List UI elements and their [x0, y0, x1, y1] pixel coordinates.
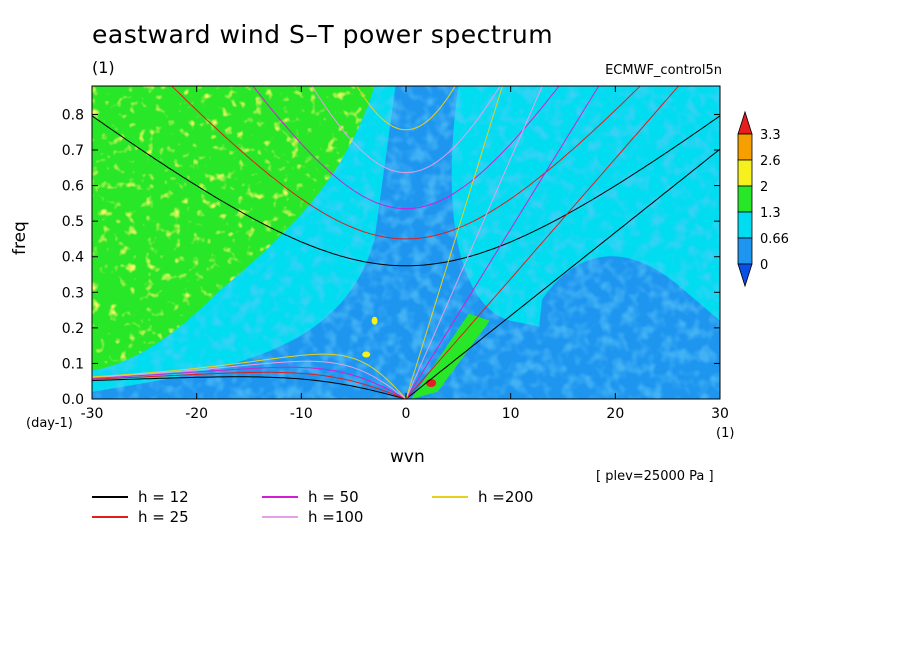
colorbar-label: 0.66 — [760, 232, 789, 247]
curve-kelvin-h50 — [405, 86, 600, 399]
legend-label: h =100 — [308, 508, 364, 526]
y-tick-label: 0.6 — [62, 179, 84, 195]
field-peak — [426, 378, 437, 387]
x-tick-label: -30 — [81, 406, 104, 422]
x-axis-label: wvn — [390, 447, 425, 467]
y-tick-label: 0.2 — [62, 321, 84, 337]
y-tick-label: 0.1 — [62, 356, 84, 372]
x-tick-label: 20 — [606, 406, 624, 422]
legend-swatch — [432, 496, 468, 498]
y-tick-label: 0.3 — [62, 285, 84, 301]
colorbar-label: 0 — [760, 258, 768, 273]
colorbar-max-arrow — [737, 110, 753, 135]
legend-label: h = 50 — [308, 488, 359, 506]
curve-ig-h200 — [356, 86, 456, 131]
field-kelvin-band — [411, 313, 490, 399]
y-tick-label: 0.4 — [62, 250, 84, 266]
chart-subtitle-unit: (1) — [92, 58, 115, 77]
colorbar-box — [737, 159, 753, 187]
y-tick-label: 0.8 — [62, 107, 84, 123]
colorbar-label: 3.3 — [760, 128, 781, 143]
x-tick-label: 30 — [711, 406, 729, 422]
colorbar-box — [737, 211, 753, 239]
dispersion-curves — [92, 86, 720, 399]
curve-rossby-h25 — [92, 371, 407, 399]
legend-swatch — [262, 496, 298, 498]
curve-ig-h50 — [252, 86, 560, 210]
colorbar-box — [737, 185, 753, 213]
curve-ig-h12 — [92, 115, 720, 267]
colorbar: 0 0.66 1.3 2 2.6 3.3 — [737, 110, 789, 288]
y-tick-label: 0.0 — [62, 392, 84, 408]
curve-rossby-h50 — [92, 366, 407, 399]
colorbar-box — [737, 237, 753, 265]
y-tick-label: 0.5 — [62, 214, 84, 230]
colorbar-box — [737, 133, 753, 161]
curve-ig-h100 — [311, 86, 501, 174]
x-tick-label: -10 — [290, 406, 313, 422]
colorbar-min-arrow — [737, 263, 753, 288]
legend-label: h = 12 — [138, 488, 189, 506]
legend-label: h =200 — [478, 488, 534, 506]
y-axis-unit: (day-1) — [26, 416, 73, 431]
field-spot — [371, 316, 378, 325]
legend-label: h = 25 — [138, 508, 189, 526]
colorbar-label: 2 — [760, 180, 768, 195]
colorbar-label: 2.6 — [760, 154, 781, 169]
dataset-name: ECMWF_control5n — [605, 63, 722, 78]
curve-ig-h25 — [171, 86, 641, 240]
curve-kelvin-h200 — [405, 86, 503, 399]
axes: -30 -20 -10 0 10 20 30 0.0 0.1 0.2 0.3 0.4 0.5 0.6 0.7… — [62, 86, 729, 422]
legend-swatch — [262, 516, 298, 518]
curve-kelvin-h25 — [405, 86, 680, 399]
curve-rossby-h200 — [92, 353, 407, 399]
colorbar-label: 1.3 — [760, 206, 781, 221]
field-spot — [362, 351, 371, 358]
curve-kelvin-h100 — [405, 86, 543, 399]
chart-title: eastward wind S–T power spectrum — [92, 20, 554, 49]
x-tick-label: 10 — [502, 406, 520, 422]
legend-swatch — [92, 516, 128, 518]
legend-swatch — [92, 496, 128, 498]
pressure-level-note: [ plev=25000 Pa ] — [596, 469, 714, 484]
curve-kelvin-h12 — [405, 148, 720, 399]
x-tick-label: 0 — [402, 406, 411, 422]
x-tick-label: -20 — [185, 406, 208, 422]
curve-rossby-h12 — [92, 376, 407, 399]
x-axis-unit: (1) — [716, 426, 735, 441]
y-tick-label: 0.7 — [62, 143, 84, 159]
power-field — [92, 86, 720, 399]
curve-rossby-h100 — [92, 360, 407, 399]
